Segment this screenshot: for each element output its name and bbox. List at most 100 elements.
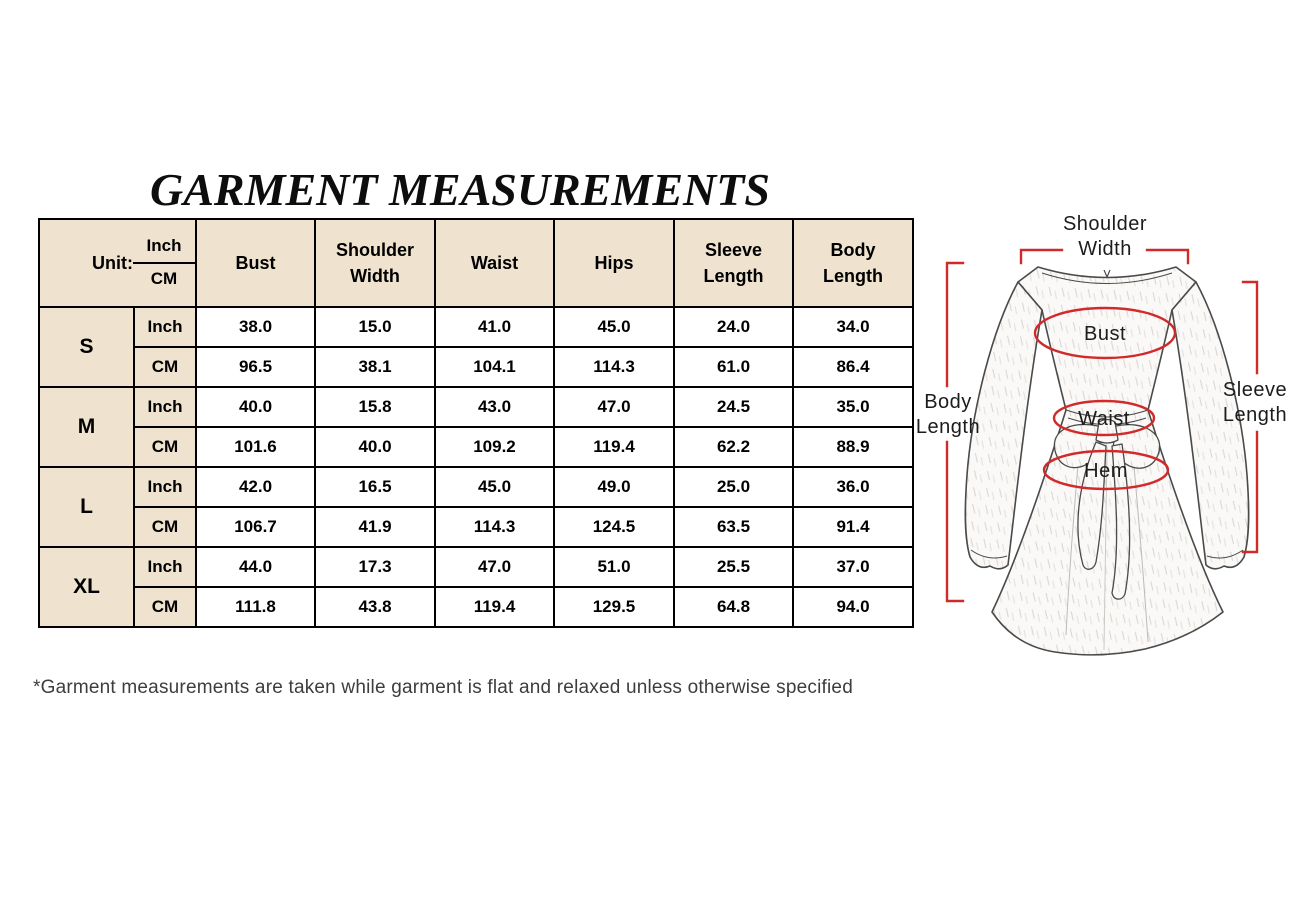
column-header-waist: Waist	[434, 218, 555, 308]
value-cell: 36.0	[792, 466, 914, 508]
sleeve-length-label: Sleeve Length	[1222, 379, 1288, 426]
dress-sketch-svg	[945, 248, 1259, 656]
table-row-xl-inch: XL Inch 44.0 17.3 47.0 51.0 25.5 37.0	[38, 546, 914, 628]
unit-cell: CM	[133, 506, 197, 548]
value-cell: 44.0	[195, 546, 316, 588]
header-row: Unit: Inch CM Bust Shoulder Width Waist …	[38, 218, 914, 308]
value-cell: 42.0	[195, 466, 316, 508]
page-title: GARMENT MEASUREMENTS	[150, 164, 770, 215]
value-cell: 38.0	[195, 306, 316, 348]
table-row-xl-cm: CM 111.8 43.8 119.4 129.5 64.8 94.0	[39, 586, 914, 628]
body-length-label: Body Length	[915, 391, 981, 438]
value-cell: 96.5	[195, 346, 316, 388]
unit-cell: CM	[133, 426, 197, 468]
shoulder-width-label: Shoulder Width	[1062, 213, 1148, 260]
waist-ellipse	[1052, 399, 1156, 437]
value-cell: 24.5	[673, 386, 794, 428]
unit-cell: Inch	[133, 546, 197, 588]
value-cell: 41.0	[434, 306, 555, 348]
value-cell: 51.0	[553, 546, 675, 588]
table-row-m-cm: CM 101.6 40.0 109.2 119.4 62.2 88.9	[39, 426, 914, 468]
column-header-hips: Hips	[553, 218, 675, 308]
red-annotations	[945, 248, 1259, 603]
bust-label: Bust	[1083, 323, 1127, 345]
value-cell: 64.8	[673, 586, 794, 628]
value-cell: 45.0	[553, 306, 675, 348]
value-cell: 91.4	[792, 506, 914, 548]
value-cell: 63.5	[673, 506, 794, 548]
sleeve-length-bracket	[1241, 280, 1259, 554]
measurement-disclaimer-note: *Garment measurements are taken while ga…	[33, 677, 853, 698]
value-cell: 47.0	[434, 546, 555, 588]
body-length-bracket	[945, 261, 965, 603]
value-cell: 94.0	[792, 586, 914, 628]
value-cell: 41.9	[314, 506, 436, 548]
value-cell: 15.0	[314, 306, 436, 348]
unit-header-cell: Unit: Inch CM	[38, 218, 197, 308]
unit-cm-label: CM	[150, 269, 178, 288]
value-cell: 17.3	[314, 546, 436, 588]
value-cell: 62.2	[673, 426, 794, 468]
hem-ellipse	[1042, 449, 1170, 491]
value-cell: 129.5	[553, 586, 675, 628]
table-row-s-cm: CM 96.5 38.1 104.1 114.3 61.0 86.4	[39, 346, 914, 388]
back-bow	[1053, 418, 1161, 600]
unit-cell: Inch	[133, 466, 197, 508]
column-header-sleeve-length: Sleeve Length	[673, 218, 794, 308]
value-cell: 45.0	[434, 466, 555, 508]
dress-body-outline	[991, 266, 1224, 656]
size-cell-m: M	[38, 386, 135, 468]
value-cell: 119.4	[434, 586, 555, 628]
value-cell: 111.8	[195, 586, 316, 628]
value-cell: 124.5	[553, 506, 675, 548]
neck-notch	[1103, 269, 1111, 279]
table-row-s-inch: S Inch 38.0 15.0 41.0 45.0 24.0 34.0	[38, 306, 914, 388]
value-cell: 47.0	[553, 386, 675, 428]
value-cell: 106.7	[195, 506, 316, 548]
value-cell: 38.1	[314, 346, 436, 388]
value-cell: 88.9	[792, 426, 914, 468]
unit-cell: CM	[133, 586, 197, 628]
column-header-shoulder-width: Shoulder Width	[314, 218, 436, 308]
value-cell: 40.0	[195, 386, 316, 428]
shoulder-width-bracket	[1019, 248, 1190, 265]
value-cell: 34.0	[792, 306, 914, 348]
left-sleeve	[964, 281, 1043, 570]
value-cell: 114.3	[434, 506, 555, 548]
table-row-m-inch: M Inch 40.0 15.8 43.0 47.0 24.5 35.0	[38, 386, 914, 468]
size-cell-l: L	[38, 466, 135, 548]
unit-cell: Inch	[133, 306, 197, 348]
size-cell-s: S	[38, 306, 135, 388]
column-header-body-length: Body Length	[792, 218, 914, 308]
value-cell: 35.0	[792, 386, 914, 428]
size-cell-xl: XL	[38, 546, 135, 628]
value-cell: 114.3	[553, 346, 675, 388]
unit-label: Unit:	[92, 252, 133, 273]
value-cell: 37.0	[792, 546, 914, 588]
value-cell: 101.6	[195, 426, 316, 468]
unit-cell: Inch	[133, 386, 197, 428]
value-cell: 49.0	[553, 466, 675, 508]
value-cell: 24.0	[673, 306, 794, 348]
value-cell: 104.1	[434, 346, 555, 388]
value-cell: 43.8	[314, 586, 436, 628]
right-cuff-line	[1206, 549, 1244, 559]
value-cell: 43.0	[434, 386, 555, 428]
dress-diagram: Shoulder Width Body Length Sleeve Length…	[916, 210, 1300, 660]
waist-label: Waist	[1078, 408, 1130, 430]
value-cell: 15.8	[314, 386, 436, 428]
unit-cell: CM	[133, 346, 197, 388]
value-cell: 25.5	[673, 546, 794, 588]
value-cell: 25.0	[673, 466, 794, 508]
column-header-bust: Bust	[195, 218, 316, 308]
neckline-facing	[1041, 272, 1173, 284]
unit-fraction: Inch CM	[133, 233, 194, 292]
table-row-l-cm: CM 106.7 41.9 114.3 124.5 63.5 91.4	[39, 506, 914, 548]
left-cuff-line	[970, 549, 1008, 559]
value-cell: 16.5	[314, 466, 436, 508]
table-row-l-inch: L Inch 42.0 16.5 45.0 49.0 25.0 36.0	[38, 466, 914, 548]
unit-inch-label: Inch	[133, 233, 194, 264]
value-cell: 40.0	[314, 426, 436, 468]
value-cell: 86.4	[792, 346, 914, 388]
